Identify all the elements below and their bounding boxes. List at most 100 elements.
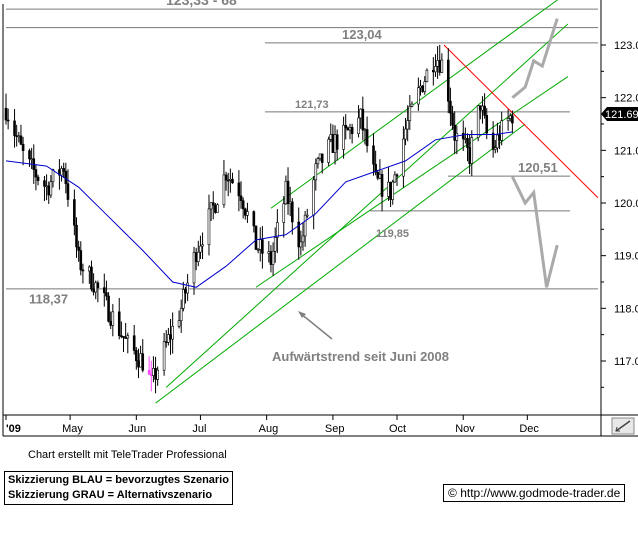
price-bar-body <box>314 163 318 181</box>
source-link[interactable]: © http://www.godmode-trader.de <box>443 484 626 502</box>
price-bar-body <box>111 311 115 326</box>
price-bar-body <box>404 128 407 140</box>
price-bar-body <box>297 221 301 248</box>
price-bar-body <box>149 374 153 376</box>
price-bar-body <box>461 133 465 140</box>
y-tick-label: 118.00 <box>614 303 638 315</box>
price-bar-body <box>374 163 377 173</box>
price-bar-body <box>449 100 452 114</box>
price-bar-body <box>211 202 215 206</box>
price-bar-body <box>13 120 16 136</box>
price-bar-body <box>186 282 189 294</box>
price-bars <box>4 44 514 394</box>
price-bar-body <box>329 134 333 140</box>
x-tick-label: Jun <box>128 423 146 435</box>
price-bar-body <box>182 289 185 309</box>
price-bar-body <box>335 134 339 150</box>
last-price-marker: 121.69 <box>601 106 638 121</box>
price-bar-body <box>117 311 121 336</box>
scenario-alternative-path <box>511 176 559 288</box>
label-top-level: 123,33 - 68 <box>166 0 237 8</box>
y-tick-label: 120.00 <box>614 198 638 210</box>
price-bar-body <box>511 115 514 124</box>
price-bar-body <box>207 208 211 245</box>
price-bar-body <box>237 182 241 197</box>
price-bar-body <box>73 199 76 226</box>
price-bar-body <box>120 335 123 337</box>
price-bar-body <box>453 124 456 141</box>
horizontal-levels <box>6 8 598 290</box>
price-bar-body <box>286 180 290 205</box>
y-tick-label: 119.00 <box>614 251 638 263</box>
label-support: 120,51 <box>518 160 558 175</box>
price-bar-body <box>132 335 136 351</box>
downtrend-line <box>443 44 599 199</box>
price-bar-body <box>348 127 352 131</box>
price-bar-body <box>94 282 98 293</box>
price-bar-body <box>284 180 288 205</box>
y-tick-label: 123.00 <box>614 40 638 52</box>
y-tick-label: 117.00 <box>614 356 638 368</box>
price-bar-body <box>156 369 159 380</box>
x-tick-label: Dec <box>519 423 539 435</box>
price-bar-body <box>261 239 264 254</box>
price-bar-body <box>126 335 130 339</box>
price-bar-body <box>438 60 442 73</box>
y-axis: 123.00 122.00 121.00 120.00 119.00 118.00 117.… <box>601 40 638 388</box>
price-bar-body <box>333 134 337 153</box>
price-bar-body <box>391 181 395 200</box>
price-bar-body <box>423 81 427 92</box>
price-bar-body <box>201 244 204 247</box>
price-bar-body <box>406 120 409 130</box>
y-tick-label: 122.00 <box>614 93 638 105</box>
price-bar-body <box>184 289 187 294</box>
price-bar-body <box>137 360 140 368</box>
trend-arrow-line <box>299 312 333 340</box>
price-bar-body <box>194 252 198 262</box>
price-bar-body <box>408 105 412 121</box>
price-bar-body <box>45 185 48 188</box>
price-bar-body <box>81 269 85 272</box>
price-bar-body <box>90 266 93 290</box>
y-tick-label: 121.00 <box>614 145 638 157</box>
price-bar-body <box>222 174 226 206</box>
channel-line-3 <box>165 23 569 388</box>
price-bar-body <box>378 174 382 179</box>
price-bar-body <box>171 325 174 340</box>
price-bar-body <box>254 225 258 250</box>
price-bar-body <box>361 108 365 131</box>
price-bar-body <box>389 181 392 200</box>
price-bar-body <box>224 174 228 181</box>
price-bar-body <box>466 138 469 148</box>
source-url: http://www.godmode-trader.de <box>460 486 621 500</box>
price-bar-body <box>485 115 489 134</box>
price-bar-body <box>17 135 21 138</box>
price-bar-body <box>267 251 271 254</box>
price-bar-body <box>49 181 53 196</box>
price-bar-body <box>107 295 110 322</box>
price-bar-body <box>440 59 444 73</box>
x-tick-label: Nov <box>455 423 475 435</box>
price-bar-body <box>96 282 100 288</box>
price-bar-body <box>346 127 350 131</box>
price-bar-body <box>105 292 108 297</box>
price-bar-body <box>164 341 168 343</box>
price-bar-body <box>239 195 243 202</box>
price-bar-body <box>476 105 480 138</box>
moving-average-line <box>5 131 513 288</box>
scenario-legend: Skizzierung BLAU = bevorzugtes Szenario … <box>4 471 233 505</box>
price-bar-body <box>241 200 245 210</box>
x-tick-label: Jul <box>192 423 206 435</box>
label-peak: 123,04 <box>342 27 383 42</box>
price-bar-body <box>318 153 322 159</box>
price-bar-body <box>169 334 172 340</box>
price-bar-body <box>214 204 217 213</box>
price-bar-body <box>135 350 138 362</box>
x-tick-label: Sep <box>325 423 345 435</box>
x-tick-label: Oct <box>389 423 406 435</box>
price-bar-body <box>320 153 324 163</box>
annotations: 123,33 - 68 123,04 121,73 120,51 119,85 118,3… <box>29 0 558 364</box>
trend-channel-lines <box>155 0 599 404</box>
x-tick-label: '09 <box>6 423 21 435</box>
price-bar-body <box>77 246 80 251</box>
